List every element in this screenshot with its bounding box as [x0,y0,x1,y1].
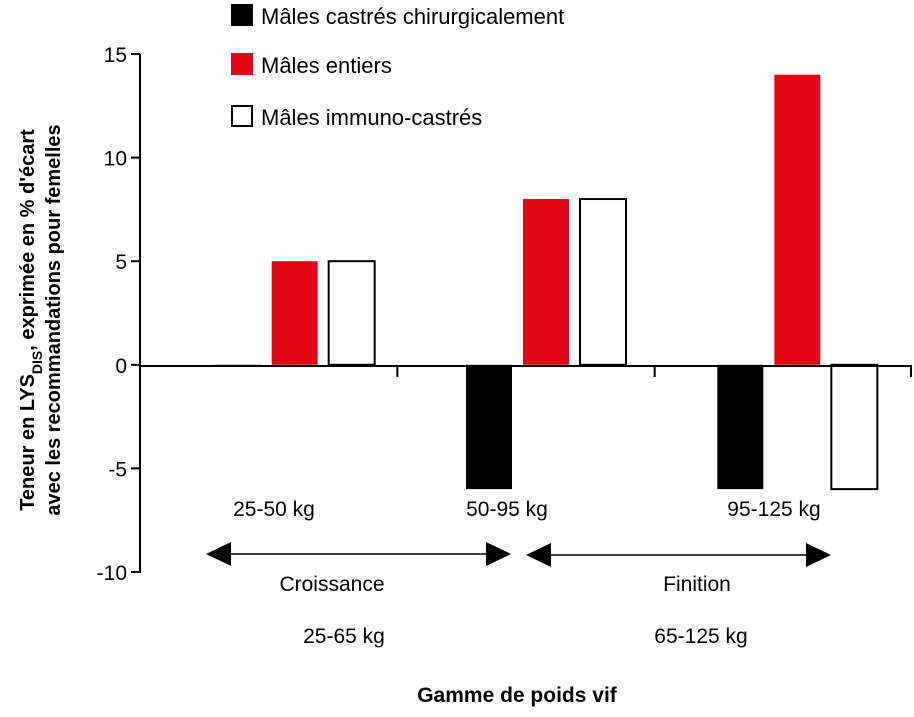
phase-name-finition: Finition [663,573,731,596]
phase-range-finition: 65-125 kg [654,625,747,648]
x-axis-label: Gamme de poids vif [417,684,618,707]
arrow-head-right-finition [806,543,831,567]
bar-1-2 [466,364,512,490]
x-axis-ticks [396,366,912,377]
y-axis-label-line2: avec les recommandations pour femelles [43,124,65,515]
bars [214,74,879,491]
bar-2-3 [774,74,821,365]
legend-item-immuno[interactable]: Mâles immuno-castrés [231,105,482,130]
y-tick-label: 5 [115,251,127,274]
arrow-head-left-croissance [206,542,231,566]
legend-item-entiers[interactable]: Mâles entiers [231,53,392,78]
bar-3-3 [830,363,879,491]
bar-2-2 [523,199,569,365]
arrow-head-left-finition [526,543,551,567]
phase-arrow-finition [526,543,831,567]
legend: Mâles castrés chirurgicalement Mâles ent… [231,4,564,130]
y-axis-label-line1: Teneur en LYSDIS, exprimée en % d'écart [17,129,45,511]
y-tick-label: 0 [115,355,127,378]
legend-swatch-entiers [231,53,253,75]
y-tick-label: -10 [97,562,127,585]
legend-swatch-castres [231,4,253,26]
category-label-2: 50-95 kg [466,498,548,521]
y-axis-label: Teneur en LYSDIS, exprimée en % d'écart … [17,124,65,515]
category-label-1: 25-50 kg [233,498,315,521]
y-tick-label: 10 [104,148,127,171]
phase-arrow-croissance [206,542,511,566]
arrow-head-right-croissance [486,542,511,566]
y-tick-label: -5 [108,458,127,481]
legend-swatch-immuno [231,105,253,127]
phase-name-croissance: Croissance [279,573,384,596]
y-axis-ticks: 15 10 5 0 -5 -10 [97,44,140,585]
legend-label-castres: Mâles castrés chirurgicalement [261,4,564,29]
bar-3-2 [579,198,627,366]
bar-2-1 [271,261,318,365]
legend-label-immuno: Mâles immuno-castrés [261,105,482,130]
bar-1-3 [717,364,764,490]
category-label-3: 95-125 kg [727,498,820,521]
legend-label-entiers: Mâles entiers [261,53,392,78]
phase-range-croissance: 25-65 kg [303,625,385,648]
legend-item-castres[interactable]: Mâles castrés chirurgicalement [231,4,564,29]
bar-3-1 [327,260,376,366]
y-tick-label: 15 [104,44,127,67]
